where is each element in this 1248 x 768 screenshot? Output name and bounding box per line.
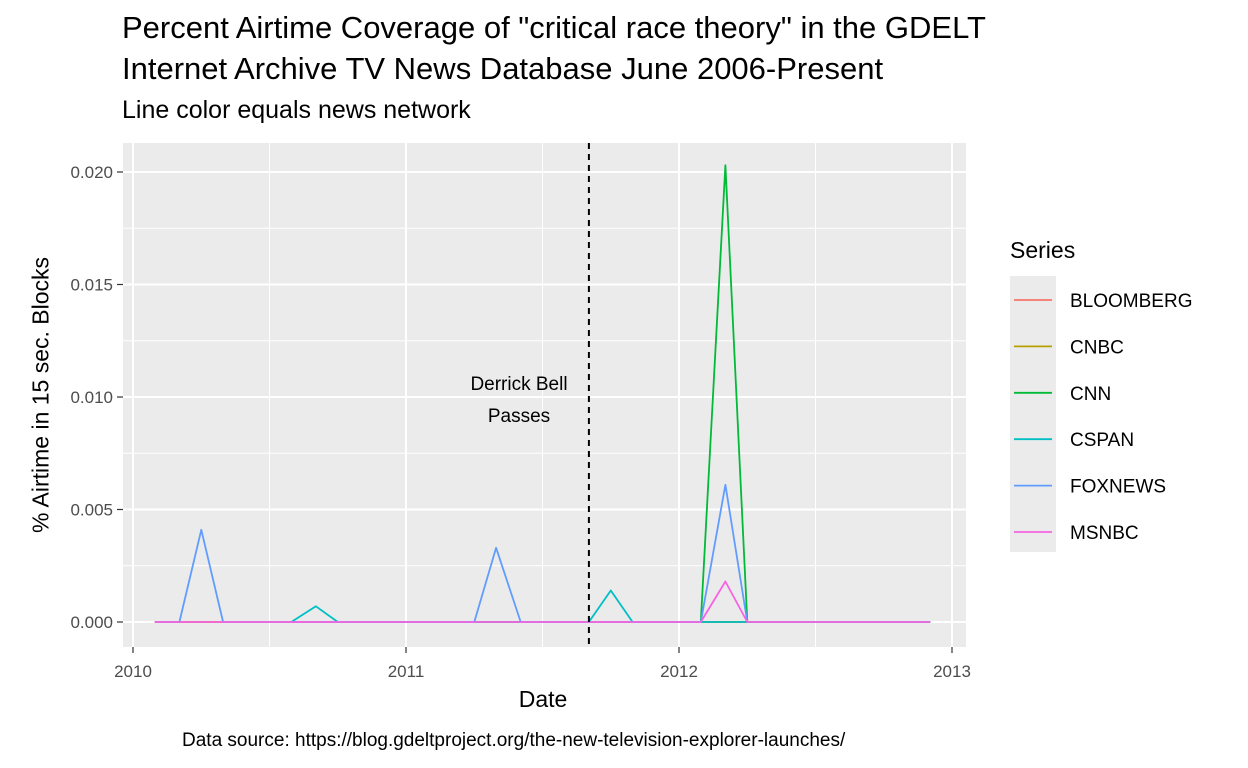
series-lines <box>154 164 931 623</box>
annotation-line-2: Passes <box>487 406 551 427</box>
x-tick-label: 2011 <box>388 662 425 681</box>
legend-label-cspan: CSPAN <box>1070 430 1134 451</box>
grid-lines <box>123 143 966 679</box>
legend-title: Series <box>1010 237 1076 263</box>
legend-key-background <box>1010 276 1056 552</box>
series-line-foxnews <box>154 483 931 623</box>
annotation-line-1: Derrick Bell <box>470 374 568 395</box>
plot-panel <box>123 143 966 647</box>
data-source-caption: Data source: https://blog.gdeltproject.o… <box>182 730 846 751</box>
y-tick-label: 0.005 <box>70 501 113 520</box>
legend-label-cnbc: CNBC <box>1070 337 1124 358</box>
y-axis-ticks: 0.000 0.005 0.010 0.015 0.020 <box>70 163 123 632</box>
y-tick-label: 0.010 <box>70 388 113 407</box>
x-axis-ticks: 2010 2011 2012 2013 <box>114 647 971 681</box>
annotation-text: Derrick Bell Passes <box>470 369 567 433</box>
series-line-msnbc <box>154 580 931 623</box>
chart-title: Percent Airtime Coverage of "critical ra… <box>122 10 986 45</box>
y-axis-label: % Airtime in 15 sec. Blocks <box>27 256 54 534</box>
y-tick-label: 0.000 <box>70 613 113 632</box>
y-tick-label: 0.020 <box>70 163 113 182</box>
x-axis-label: Date <box>518 686 568 712</box>
chart-title-line2: Internet Archive TV News Database June 2… <box>122 51 884 86</box>
legend-label-bloomberg: BLOOMBERG <box>1070 291 1192 312</box>
legend-label-foxnews: FOXNEWS <box>1070 477 1166 498</box>
series-line-cspan <box>290 589 748 623</box>
y-tick-label: 0.015 <box>70 276 113 295</box>
x-tick-label: 2010 <box>114 662 152 681</box>
x-tick-label: 2012 <box>660 662 698 681</box>
legend-label-cnn: CNN <box>1070 384 1111 405</box>
legend: BLOOMBERG CNBC CNN CSPAN FOXNEWS MSNBC <box>1014 291 1192 544</box>
x-tick-label: 2013 <box>933 662 971 681</box>
legend-label-msnbc: MSNBC <box>1070 523 1139 544</box>
chart-subtitle: Line color equals news network <box>122 96 471 124</box>
